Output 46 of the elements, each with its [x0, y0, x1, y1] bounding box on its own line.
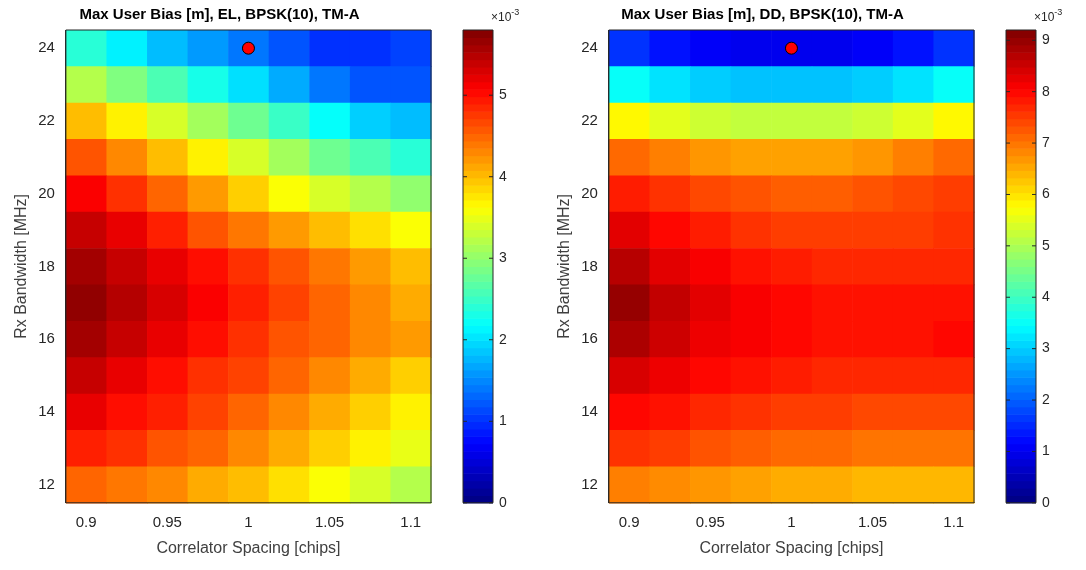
y-tick-label: 14	[581, 402, 598, 420]
y-axis-title: Rx Bandwidth [MHz]	[555, 193, 573, 339]
x-tick-label: 1.05	[857, 512, 888, 530]
x-tick-label: 1.1	[400, 512, 422, 530]
x-axis-title: Correlator Spacing [chips]	[699, 538, 884, 556]
x-tick-label: 1	[244, 512, 253, 530]
x-tick-label: 0.95	[695, 512, 725, 530]
color-bar-label: 3	[499, 249, 507, 266]
y-tick-label: 12	[581, 474, 598, 492]
y-tick-label: 18	[38, 256, 55, 274]
x-tick-label: 0.9	[75, 512, 97, 530]
y-tick-label: 14	[38, 402, 55, 420]
y-tick-label: 12	[38, 474, 55, 492]
color-bar-label: 0	[1042, 493, 1050, 510]
color-bar-label: 9	[1042, 31, 1050, 48]
y-tick-label: 20	[581, 183, 598, 201]
y-tick-label: 22	[581, 111, 598, 129]
color-bar-label: 6	[1042, 185, 1050, 202]
color-bar-label: 3	[1042, 339, 1050, 356]
color-bar-label: 5	[1042, 236, 1050, 253]
y-tick-label: 16	[38, 329, 55, 347]
y-axis-title: Rx Bandwidth [MHz]	[12, 193, 30, 339]
color-bar-label: 2	[499, 330, 507, 347]
y-tick-label: 22	[38, 111, 55, 129]
color-bar-label: 1	[1042, 442, 1050, 459]
y-tick-label: 18	[581, 256, 598, 274]
color-bar-label: 5	[499, 86, 507, 103]
color-bar-label: 1	[499, 412, 507, 429]
x-tick-label: 0.95	[152, 512, 182, 530]
x-tick-label: 1	[787, 512, 796, 530]
color-bar-label: 4	[1042, 288, 1050, 305]
color-bar-label: 4	[499, 167, 507, 184]
y-tick-label: 16	[581, 329, 598, 347]
y-tick-label: 20	[38, 183, 55, 201]
color-bar-label: 2	[1042, 390, 1050, 407]
chart-title: Max User Bias [m], EL, BPSK(10), TM-A	[79, 5, 360, 23]
chart-title: Max User Bias [m], DD, BPSK(10), TM-A	[621, 5, 904, 23]
y-tick-label: 24	[581, 38, 598, 56]
color-bar-label: 8	[1042, 82, 1050, 99]
color-bar-label: 7	[1042, 133, 1050, 150]
x-tick-label: 1.1	[943, 512, 965, 530]
x-axis-title: Correlator Spacing [chips]	[156, 538, 341, 556]
x-tick-label: 0.9	[618, 512, 640, 530]
y-tick-label: 24	[38, 38, 55, 56]
x-tick-label: 1.05	[314, 512, 345, 530]
color-bar-label: 0	[499, 493, 507, 510]
